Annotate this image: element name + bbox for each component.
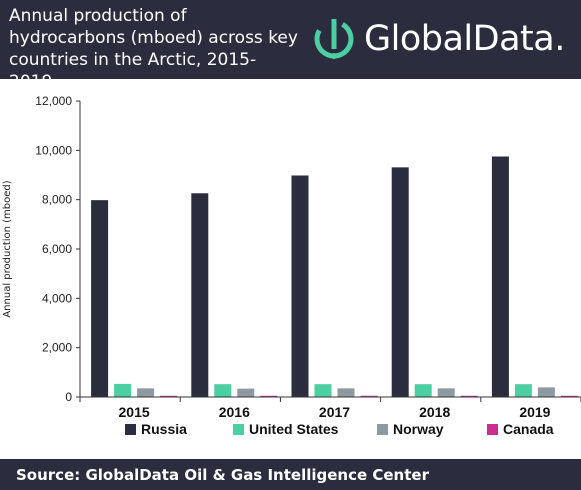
y-tick-label: 4,000 [42, 291, 72, 305]
bar-united-states-2015 [114, 383, 132, 397]
legend-swatch-united-states [233, 424, 244, 435]
chart-title: Annual production of hydrocarbons (mboed… [9, 6, 298, 92]
bar-canada-2019 [560, 395, 578, 397]
bar-united-states-2017 [314, 384, 332, 397]
x-tick-label: 2015 [119, 404, 150, 420]
y-tick-label: 8,000 [42, 193, 72, 207]
legend-swatch-norway [377, 424, 388, 435]
legend-label-russia: Russia [141, 421, 187, 437]
legend-label-united-states: United States [249, 421, 339, 437]
y-tick-label: 12,000 [35, 94, 72, 108]
bar-canada-2018 [460, 395, 478, 397]
y-tick-label: 0 [65, 390, 72, 404]
bar-chart: 0 2,000 4,000 6,000 8,000 10,000 12,000 Annual … [2, 94, 581, 437]
x-tick-label: 2019 [519, 404, 550, 420]
bar-norway-2019 [537, 387, 555, 397]
y-tick-label: 10,000 [35, 143, 72, 157]
bars [91, 156, 578, 397]
legend-label-canada: Canada [503, 421, 554, 437]
bar-united-states-2016 [214, 384, 232, 397]
y-tick-label: 2,000 [42, 341, 72, 355]
bar-canada-2017 [360, 395, 378, 397]
bar-norway-2018 [437, 388, 455, 397]
bar-united-states-2019 [514, 384, 532, 397]
x-tick-label: 2018 [419, 404, 450, 420]
legend: Russia United States Norway Canada [125, 421, 554, 437]
chart-footer: Source: GlobalData Oil & Gas Intelligenc… [0, 459, 581, 490]
source-note: Source: GlobalData Oil & Gas Intelligenc… [16, 466, 429, 484]
x-tick-label: 2017 [319, 404, 350, 420]
bar-united-states-2018 [414, 384, 432, 397]
bar-russia-2017 [291, 175, 309, 397]
legend-swatch-canada [487, 424, 498, 435]
y-axis-title: Annual production (mboed) [2, 180, 13, 317]
bar-canada-2016 [260, 395, 278, 397]
bar-norway-2015 [137, 388, 155, 397]
x-axis: 2015 2016 2017 2018 2019 [79, 396, 581, 420]
bar-norway-2017 [337, 388, 355, 397]
bar-russia-2016 [191, 193, 209, 397]
legend-label-norway: Norway [393, 421, 444, 437]
bar-norway-2016 [237, 388, 255, 397]
y-tick-label: 6,000 [42, 242, 72, 256]
logo-text: GlobalData. [364, 19, 565, 59]
globaldata-logo: GlobalData. [312, 14, 565, 64]
bar-russia-2018 [391, 167, 409, 397]
chart-header: Annual production of hydrocarbons (mboed… [0, 0, 581, 92]
bar-russia-2019 [491, 156, 509, 397]
bar-canada-2015 [160, 395, 178, 397]
x-tick-label: 2016 [219, 404, 250, 420]
y-axis: 0 2,000 4,000 6,000 8,000 10,000 12,000 Annual … [2, 94, 81, 404]
legend-swatch-russia [125, 424, 136, 435]
bar-russia-2015 [91, 200, 109, 397]
globaldata-logo-icon [314, 19, 354, 59]
